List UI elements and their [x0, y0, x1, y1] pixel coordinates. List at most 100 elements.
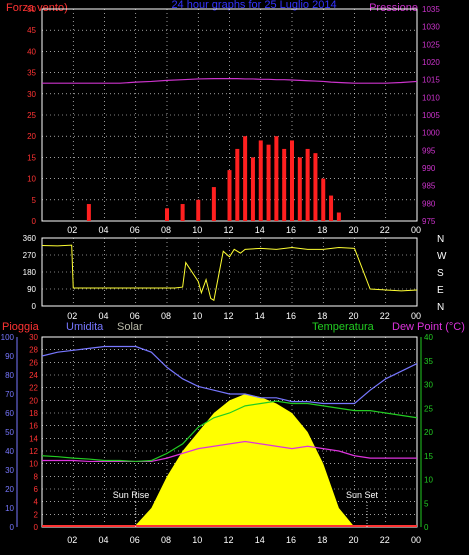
- x-tick-label: 16: [286, 535, 296, 545]
- x-tick-label: 14: [255, 225, 265, 235]
- direction-tick-label: 270: [23, 251, 37, 260]
- rain-tick-label: 12: [29, 447, 38, 456]
- rain-tick-label: 6: [34, 485, 39, 494]
- x-tick-label: 10: [192, 311, 202, 321]
- temperature-tick-label: 35: [424, 357, 433, 366]
- humidity-axis-title: Umidita: [66, 321, 104, 333]
- temperature-tick-label: 5: [424, 499, 429, 508]
- wind-bar: [227, 170, 232, 221]
- x-tick-label: 14: [255, 535, 265, 545]
- temperature-tick-label: 15: [424, 452, 433, 461]
- dewpoint-axis-title: Dew Point (°C): [392, 321, 465, 333]
- rain-tick-label: 14: [29, 434, 38, 443]
- rain-tick-label: 16: [29, 422, 38, 431]
- pressure-line: [42, 78, 418, 84]
- wind-bar: [282, 148, 287, 221]
- x-tick-label: 06: [130, 311, 140, 321]
- humidity-line: [41, 345, 418, 405]
- x-tick-label: 06: [130, 225, 140, 235]
- wind-tick-label: 25: [27, 111, 36, 120]
- wind-bar: [165, 208, 169, 221]
- wind-tick-label: 15: [27, 153, 36, 162]
- humidity-tick-label: 60: [5, 409, 14, 418]
- wind-bar: [258, 140, 263, 221]
- pressure-tick-label: 1020: [422, 58, 440, 67]
- humidity-tick-label: 100: [1, 333, 15, 342]
- x-tick-label: 00: [411, 311, 421, 321]
- chart-title: 24 hour graphs for 25 Luglio 2014: [171, 0, 336, 11]
- humidity-tick-label: 50: [5, 428, 14, 437]
- direction-tick-label: 0: [32, 302, 37, 311]
- x-tick-label: 22: [380, 311, 390, 321]
- x-tick-label: 04: [98, 535, 108, 545]
- x-tick-label: 18: [317, 311, 327, 321]
- compass-label: W: [437, 251, 447, 262]
- sun-set-label: Sun Set: [346, 490, 379, 500]
- humidity-tick-label: 10: [5, 504, 14, 513]
- compass-label: S: [437, 268, 444, 279]
- temperature-tick-label: 10: [424, 476, 433, 485]
- wind-bar: [274, 136, 279, 221]
- rain-tick-label: 28: [29, 346, 38, 355]
- temperature-tick-label: 30: [424, 381, 433, 390]
- x-tick-label: 16: [286, 311, 296, 321]
- pressure-tick-label: 1015: [422, 76, 440, 85]
- x-tick-label: 12: [223, 225, 233, 235]
- pressure-tick-label: 1005: [422, 111, 440, 120]
- compass-label: N: [437, 302, 444, 313]
- solar-axis-title: Solar: [117, 321, 143, 333]
- temperature-tick-label: 0: [424, 523, 429, 532]
- x-tick-label: 22: [380, 535, 390, 545]
- rain-tick-label: 20: [29, 396, 38, 405]
- wind-bar: [250, 157, 255, 221]
- wind-tick-label: 35: [27, 69, 36, 78]
- pressure-tick-label: 995: [422, 146, 436, 155]
- rain-tick-label: 18: [29, 409, 38, 418]
- wind-bar: [235, 148, 240, 221]
- wind-bar: [243, 136, 248, 221]
- wind-tick-label: 5: [32, 196, 37, 205]
- x-tick-label: 18: [317, 225, 327, 235]
- pressure-tick-label: 1030: [422, 23, 440, 32]
- x-tick-label: 14: [255, 311, 265, 321]
- x-tick-label: 20: [348, 311, 358, 321]
- humidity-tick-label: 80: [5, 371, 14, 380]
- wind-tick-label: 45: [27, 26, 36, 35]
- rain-tick-label: 8: [34, 472, 39, 481]
- wind-bar: [336, 212, 341, 221]
- humidity-tick-label: 40: [5, 447, 14, 456]
- wind-bar: [305, 148, 310, 221]
- x-tick-label: 22: [380, 225, 390, 235]
- rain-axis-title: Pioggia: [2, 321, 40, 333]
- x-tick-label: 00: [411, 225, 421, 235]
- humidity-tick-label: 90: [5, 352, 14, 361]
- wind-tick-label: 50: [27, 5, 36, 14]
- rain-tick-label: 10: [29, 460, 38, 469]
- x-tick-label: 10: [192, 225, 202, 235]
- wind-bar: [180, 204, 185, 221]
- pressure-tick-label: 1010: [422, 93, 440, 102]
- sun-rise-label: Sun Rise: [113, 490, 150, 500]
- pressure-axis-title: Pressione: [369, 2, 418, 14]
- temperature-axis-title: Temperatura: [312, 321, 375, 333]
- x-tick-label: 02: [67, 311, 77, 321]
- wind-bar: [297, 157, 302, 221]
- pressure-tick-label: 975: [422, 217, 436, 226]
- rain-tick-label: 0: [34, 523, 39, 532]
- x-tick-label: 08: [161, 225, 171, 235]
- pressure-tick-label: 1025: [422, 40, 440, 49]
- x-tick-label: 18: [317, 535, 327, 545]
- wind-bar: [196, 199, 201, 221]
- direction-tick-label: 360: [23, 234, 37, 243]
- pressure-tick-label: 990: [422, 164, 436, 173]
- x-tick-label: 02: [67, 225, 77, 235]
- x-tick-label: 00: [411, 535, 421, 545]
- x-tick-label: 08: [161, 311, 171, 321]
- humidity-tick-label: 30: [5, 466, 14, 475]
- rain-tick-label: 26: [29, 358, 38, 367]
- temperature-tick-label: 40: [424, 333, 433, 342]
- x-tick-label: 20: [348, 225, 358, 235]
- compass-label: N: [437, 234, 444, 245]
- wind-axis-title: Forza vento): [6, 2, 68, 14]
- wind-bar: [321, 178, 326, 221]
